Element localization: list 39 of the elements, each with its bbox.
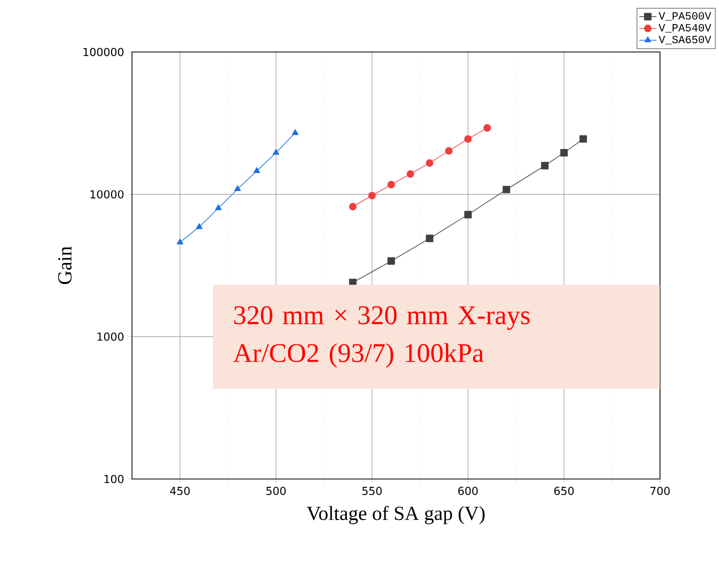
point [560,149,568,156]
annotation: 320 mm × 320 mm X-rays [234,306,530,330]
point [215,204,222,210]
point [502,186,510,194]
point [464,135,472,143]
point [254,167,260,173]
point [426,159,434,167]
point [272,149,280,155]
point [387,257,395,265]
y-tick-label: 100 [104,474,124,484]
point [445,147,453,155]
legend-label: V_PA500V [658,12,712,21]
point [464,210,472,218]
point [176,238,184,244]
point [387,180,395,188]
y-axis-title: Gain [58,246,72,284]
x-tick-label: 450 [170,486,190,496]
point [292,129,298,135]
x-tick-label: 650 [554,486,574,496]
point [426,234,434,242]
y-tick-label: 100000 [84,48,124,56]
point [196,223,202,229]
point [234,185,241,192]
legend-label: V_SA650V [658,36,712,44]
point [541,162,549,170]
point [483,124,491,132]
x-tick-label: 700 [650,486,670,496]
annotation: Ar/CO2 (93/7) 100kPa [233,343,484,368]
x-tick-label: 500 [266,486,286,496]
legend-label: V_PA540V [658,24,712,33]
point [349,202,357,210]
y-tick-label: 1000 [98,332,124,341]
x-tick-label: 600 [458,486,478,496]
point [579,135,587,143]
x-axis-title: Voltage of SA gap (V) [306,506,485,524]
point [368,192,376,200]
y-tick-label: 10000 [90,190,124,198]
point [406,170,414,178]
x-tick-label: 550 [362,486,382,496]
